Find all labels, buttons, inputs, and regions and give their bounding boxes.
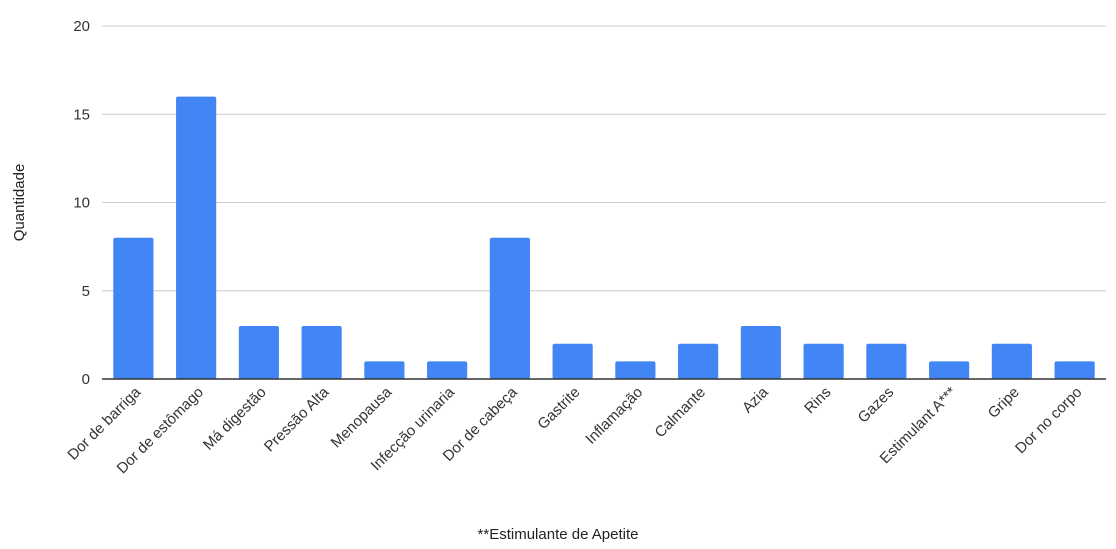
bar: [427, 361, 468, 379]
bar: [552, 343, 593, 379]
y-tick-label: 20: [73, 18, 90, 35]
bar: [113, 237, 154, 379]
bar: [740, 326, 781, 379]
x-tick-label: Dor no corpo: [1012, 384, 1085, 457]
y-axis-ticks: 0 5 10 15 20: [73, 18, 90, 388]
x-tick-label: Gripe: [985, 384, 1023, 422]
x-tick-label: Calmante: [652, 384, 709, 441]
bar: [866, 343, 907, 379]
bar: [991, 343, 1032, 379]
x-tick-label: Pressão Alta: [261, 383, 333, 455]
x-tick-label: Menopausa: [328, 383, 396, 451]
bar: [238, 326, 279, 379]
y-tick-label: 5: [82, 283, 90, 300]
bar: [615, 361, 656, 379]
x-tick-label: Má digestão: [200, 384, 270, 454]
bars: [113, 96, 1095, 379]
footnote: **Estimulante de Apetite: [477, 526, 639, 543]
x-tick-label: Azia: [739, 383, 772, 416]
y-tick-label: 15: [73, 106, 90, 123]
bar: [678, 343, 719, 379]
x-tick-label: Inflamação: [582, 384, 646, 448]
y-axis-label: Quantidade: [11, 164, 28, 242]
bar: [489, 237, 530, 379]
bar: [803, 343, 844, 379]
gridlines: [102, 25, 1106, 292]
y-tick-label: 0: [82, 371, 90, 388]
bar: [301, 326, 342, 379]
x-tick-label: Gazes: [855, 384, 898, 427]
bar: [1054, 361, 1095, 379]
y-tick-label: 10: [73, 195, 90, 212]
bar: [929, 361, 970, 379]
x-tick-label: Gastrite: [534, 384, 583, 433]
bar: [364, 361, 405, 379]
bar: [176, 96, 217, 379]
x-tick-label: Rins: [801, 384, 834, 417]
